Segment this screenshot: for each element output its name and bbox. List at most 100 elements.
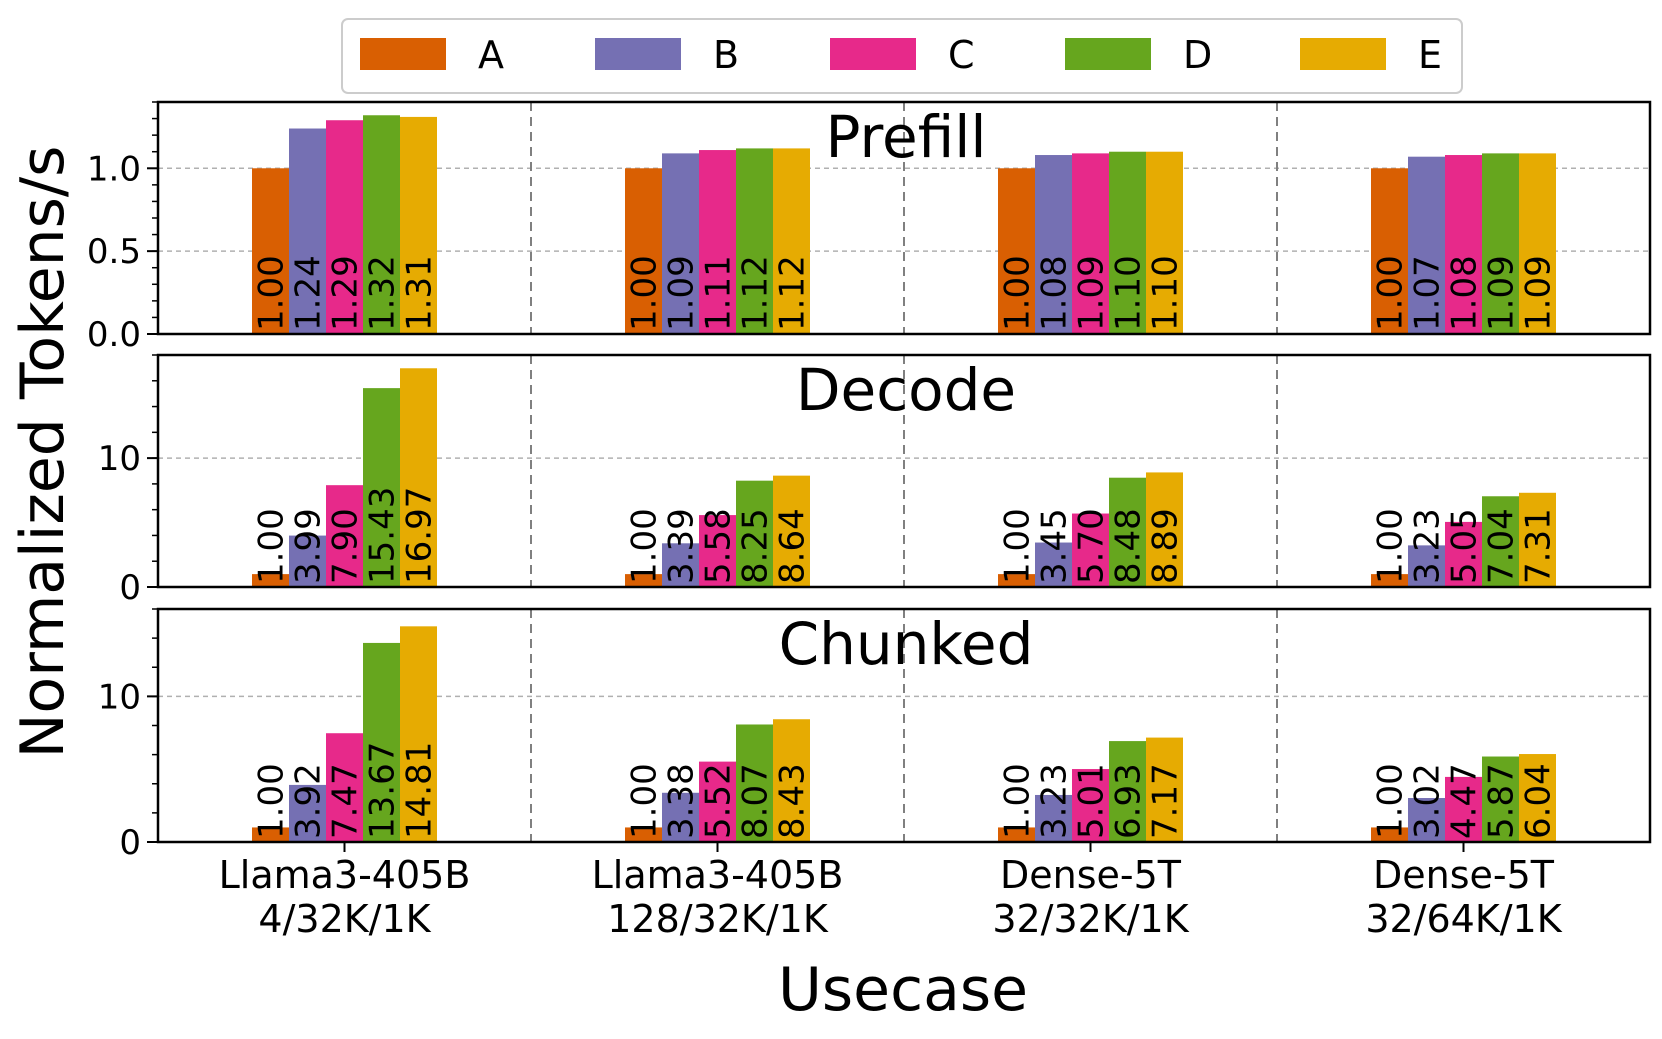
bar-B <box>1035 542 1072 587</box>
bar-value-label: 1.00 <box>625 763 665 839</box>
bar-value-label: 1.09 <box>1519 255 1559 331</box>
bar-value-label: 6.04 <box>1519 763 1559 839</box>
bar-C <box>1072 153 1109 334</box>
bar-value-label: 1.00 <box>1371 508 1411 584</box>
bar-value-label: 1.00 <box>1371 763 1411 839</box>
bar-value-label: 1.00 <box>252 763 292 839</box>
bar-C <box>699 515 736 587</box>
y-tick-label: 10 <box>98 677 141 717</box>
bar-A <box>252 827 289 842</box>
bar-A <box>998 827 1035 842</box>
bar-value-label: 8.07 <box>736 763 776 839</box>
bar-value-label: 5.58 <box>699 508 739 584</box>
bar-A <box>625 574 662 587</box>
x-tick-label: Dense-5T <box>1373 853 1555 897</box>
legend-label-B: B <box>713 33 739 77</box>
legend-label-A: A <box>478 33 504 77</box>
bar-E <box>773 475 810 587</box>
x-tick-label: 32/32K/1K <box>992 897 1189 941</box>
bar-D <box>1482 153 1519 334</box>
y-tick-label: 0.5 <box>87 232 141 272</box>
bar-E <box>773 719 810 842</box>
bar-value-label: 1.00 <box>998 508 1038 584</box>
bar-value-label: 13.67 <box>363 742 403 839</box>
bar-B <box>662 543 699 587</box>
bar-C <box>1072 769 1109 842</box>
panel-frame <box>156 353 1652 589</box>
bar-value-label: 3.38 <box>662 763 702 839</box>
bar-value-label: 1.00 <box>252 255 292 331</box>
bar-value-label: 1.32 <box>363 255 403 331</box>
bar-C <box>326 120 363 334</box>
bar-B <box>662 153 699 334</box>
x-tick-label: 128/32K/1K <box>607 897 829 941</box>
y-tick-label: 0.0 <box>87 315 141 355</box>
legend-swatch-D <box>1065 38 1151 70</box>
bar-E <box>773 148 810 334</box>
bar-E <box>400 368 437 587</box>
bar-B <box>289 784 326 842</box>
x-tick-label: 4/32K/1K <box>258 897 431 941</box>
panel-title: Decode <box>796 356 1016 424</box>
bar-value-label: 1.09 <box>1482 255 1522 331</box>
bar-value-label: 1.09 <box>1072 255 1112 331</box>
bar-value-label: 1.24 <box>289 255 329 331</box>
bar-value-label: 7.04 <box>1482 508 1522 584</box>
bar-E <box>400 116 437 335</box>
bar-value-label: 7.17 <box>1146 763 1186 839</box>
bar-value-label: 1.08 <box>1035 255 1075 331</box>
bar-A <box>625 168 662 334</box>
x-axis-label: Usecase <box>778 955 1028 1025</box>
bar-C <box>1072 513 1109 587</box>
bar-D <box>363 642 400 842</box>
bar-A <box>998 168 1035 334</box>
bar-A <box>625 827 662 842</box>
bar-B <box>1408 545 1445 587</box>
bar-A <box>1371 168 1408 334</box>
bar-value-label: 1.08 <box>1445 255 1485 331</box>
bar-value-label: 7.47 <box>326 763 366 839</box>
bar-value-label: 3.39 <box>662 508 702 584</box>
bar-value-label: 8.64 <box>773 508 813 584</box>
bar-A <box>1371 574 1408 587</box>
bar-D <box>363 388 400 587</box>
x-tick-label: Dense-5T <box>1000 853 1182 897</box>
bar-value-label: 5.05 <box>1445 508 1485 584</box>
panel-title: Chunked <box>779 610 1034 678</box>
legend-label-C: C <box>948 33 975 77</box>
bar-B <box>289 128 326 334</box>
bar-value-label: 1.11 <box>699 255 739 331</box>
bar-B <box>1035 794 1072 842</box>
bar-C <box>699 761 736 842</box>
bar-E <box>1146 737 1183 842</box>
legend-label-D: D <box>1183 33 1212 77</box>
bar-E <box>1146 472 1183 587</box>
bar-A <box>998 574 1035 587</box>
bar-value-label: 1.00 <box>1371 255 1411 331</box>
legend-swatch-E <box>1300 38 1386 70</box>
bar-B <box>662 792 699 842</box>
bar-value-label: 5.70 <box>1072 508 1112 584</box>
bar-C <box>326 485 363 587</box>
bar-A <box>252 574 289 587</box>
bar-E <box>1519 754 1556 842</box>
bar-C <box>326 733 363 842</box>
bar-value-label: 3.99 <box>289 508 329 584</box>
chart-panels: 0.00.51.01.001.241.291.321.31 1.001.091.1… <box>87 100 1652 941</box>
bar-C <box>1445 776 1482 842</box>
y-tick-label: 0 <box>119 823 141 863</box>
x-axis: Llama3-405B4/32K/1KLlama3-405B128/32K/1K… <box>219 842 1563 941</box>
bar-value-label: 7.31 <box>1519 508 1559 584</box>
bar-value-label: 5.01 <box>1072 763 1112 839</box>
bar-value-label: 14.81 <box>400 742 440 839</box>
bar-value-label: 7.90 <box>326 508 366 584</box>
bar-value-label: 1.12 <box>773 255 813 331</box>
bar-value-label: 3.45 <box>1035 508 1075 584</box>
bar-B <box>1035 155 1072 334</box>
bar-value-label: 5.87 <box>1482 763 1522 839</box>
bar-B <box>1408 798 1445 842</box>
bar-D <box>736 480 773 587</box>
